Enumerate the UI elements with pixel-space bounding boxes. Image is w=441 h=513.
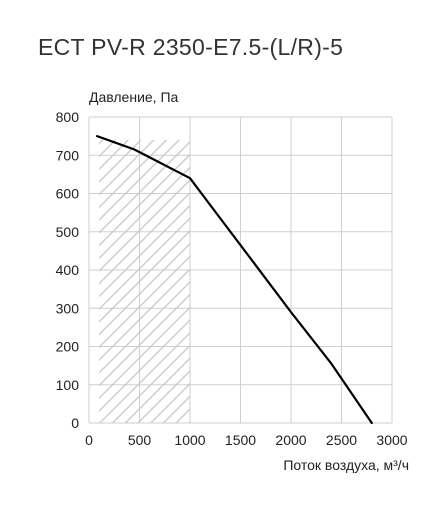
y-tick-label: 800 (56, 109, 80, 125)
x-tick-label: 2000 (275, 432, 306, 448)
x-tick-label: 500 (128, 432, 152, 448)
x-tick-label: 2500 (326, 432, 357, 448)
tick-labels: 0 500 1000 1500 2000 2500 3000 0 100 200 300 400 500… (56, 109, 408, 448)
hatched-area (99, 139, 190, 423)
y-tick-label: 700 (56, 147, 80, 163)
x-axis-label: Поток воздуха, м³/ч (283, 457, 409, 473)
x-tick-label: 1000 (174, 432, 205, 448)
y-tick-label: 400 (56, 262, 80, 278)
y-tick-label: 200 (56, 339, 80, 355)
series-line (95, 135, 373, 425)
x-tick-label: 3000 (376, 432, 407, 448)
y-tick-label: 600 (56, 186, 80, 202)
y-tick-label: 0 (71, 415, 79, 431)
hatched-region (99, 139, 190, 423)
y-tick-label: 100 (56, 377, 80, 393)
chart-title: ECT PV-R 2350-E7.5-(L/R)-5 (38, 34, 344, 60)
y-axis-label: Давление, Па (89, 89, 179, 105)
y-tick-label: 500 (56, 224, 80, 240)
x-tick-label: 0 (85, 432, 93, 448)
x-tick-label: 1500 (225, 432, 256, 448)
y-tick-label: 300 (56, 300, 80, 316)
series-layer (95, 135, 373, 425)
